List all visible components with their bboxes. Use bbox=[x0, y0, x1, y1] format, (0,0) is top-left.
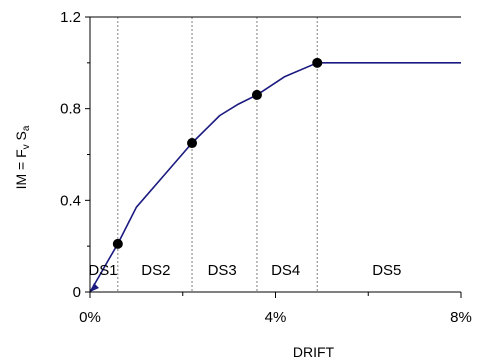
data-point-1 bbox=[112, 238, 123, 249]
y-axis-label-tail: S bbox=[13, 131, 29, 144]
tick-labels: 0 0.4 0.8 1.2 0% 4% 8% bbox=[60, 9, 472, 326]
x-axis-label: DRIFT bbox=[293, 344, 335, 360]
damage-state-label-1: DS1 bbox=[88, 262, 117, 279]
series-group bbox=[89, 61, 461, 293]
y-tick-label-2: 0.8 bbox=[60, 101, 81, 118]
axes bbox=[85, 16, 462, 298]
data-point-4 bbox=[312, 57, 323, 68]
y-axis-label-sub: v bbox=[21, 144, 32, 149]
series-line-0 bbox=[89, 61, 461, 293]
y-axis-label-sub2: a bbox=[21, 125, 32, 131]
y-axis-label: IM = Fv Sa bbox=[13, 125, 32, 189]
damage-state-label-4: DS4 bbox=[271, 262, 300, 279]
x-tick-label-2: 8% bbox=[450, 309, 472, 326]
y-tick-label-1: 0.4 bbox=[60, 192, 81, 209]
x-tick-label-0: 0% bbox=[79, 309, 101, 326]
y-tick-label-3: 1.2 bbox=[60, 9, 81, 26]
damage-state-label-2: DS2 bbox=[141, 262, 170, 279]
data-point-2 bbox=[187, 138, 198, 149]
y-axis-label-main: IM = F bbox=[13, 149, 29, 189]
threshold-lines bbox=[117, 17, 318, 292]
origin-arrow-marker bbox=[90, 283, 99, 292]
damage-state-labels: DS1 DS2 DS3 DS4 DS5 bbox=[88, 262, 401, 279]
data-point-3 bbox=[251, 89, 262, 100]
damage-state-label-3: DS3 bbox=[208, 262, 237, 279]
x-tick-label-1: 4% bbox=[265, 309, 287, 326]
marker-group bbox=[90, 57, 323, 292]
y-tick-label-0: 0 bbox=[73, 284, 81, 301]
damage-state-label-5: DS5 bbox=[372, 262, 401, 279]
